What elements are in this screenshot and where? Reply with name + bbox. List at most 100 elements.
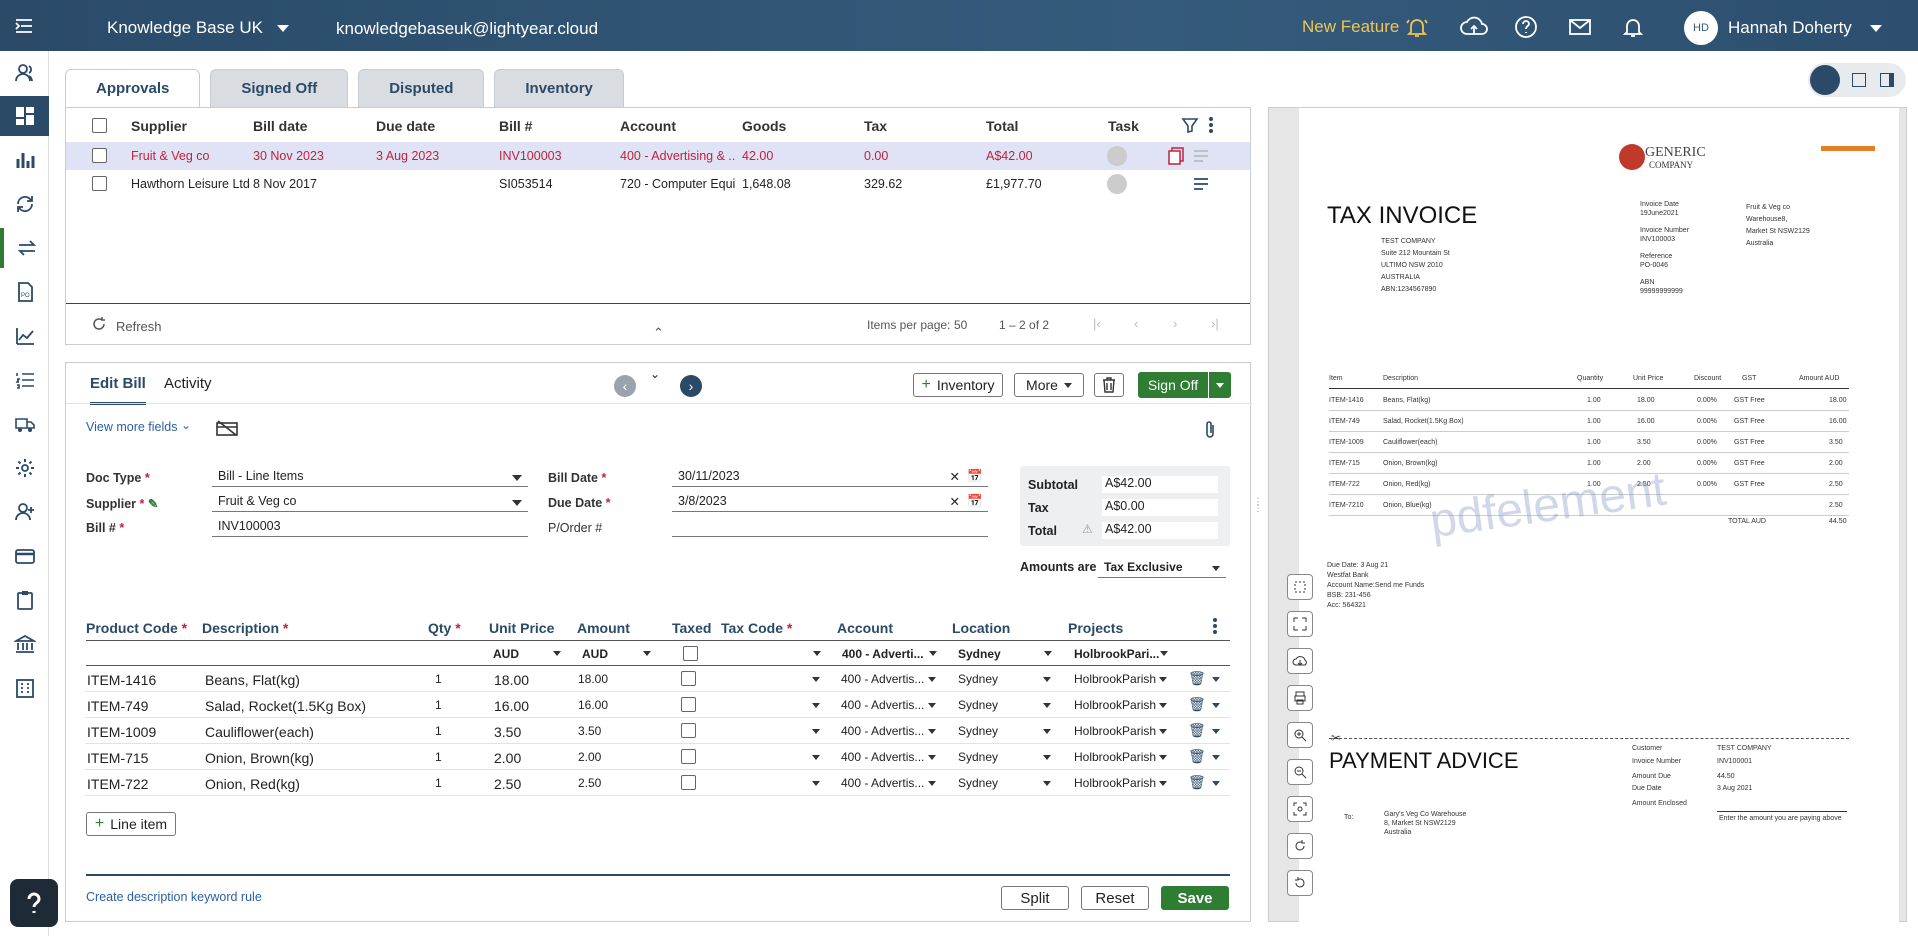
sidebar-item-settings[interactable] xyxy=(0,448,49,488)
calendar-icon[interactable]: 📅 xyxy=(967,469,983,483)
line-item-row[interactable]: ITEM-749 Salad, Rocket(1.5Kg Box) 1 16.0… xyxy=(85,692,1230,718)
sidebar-item-dashboard[interactable] xyxy=(0,96,49,136)
tab-edit-bill[interactable]: Edit Bill xyxy=(90,375,146,405)
cell-qty[interactable]: 1 xyxy=(435,750,442,764)
tab-inventory[interactable]: Inventory xyxy=(494,69,624,107)
sidebar-item-analytics[interactable] xyxy=(0,316,49,356)
cell-account[interactable]: 400 - Advertis... xyxy=(841,698,925,712)
sidebar-item-reports[interactable] xyxy=(0,140,49,180)
rotate-left-icon[interactable] xyxy=(1287,870,1313,896)
cell-qty[interactable]: 1 xyxy=(435,776,442,790)
sidebar-item-clipboard[interactable] xyxy=(0,580,49,620)
amount-currency-select[interactable]: AUD xyxy=(582,647,608,661)
tax-code-chevron[interactable] xyxy=(812,703,820,708)
taxed-all-checkbox[interactable] xyxy=(683,646,698,661)
cell-desc[interactable]: Salad, Rocket(1.5Kg Box) xyxy=(205,698,367,714)
location-default-select[interactable]: Sydney xyxy=(958,647,1001,661)
single-view-icon[interactable] xyxy=(1852,73,1866,87)
doc-type-select[interactable]: Bill - Line Items xyxy=(212,469,528,487)
col-supplier[interactable]: Supplier xyxy=(131,118,188,134)
col-due-date[interactable]: Due date xyxy=(376,118,436,134)
cell-code[interactable]: ITEM-715 xyxy=(87,750,149,766)
cell-unit-price[interactable]: 16.00 xyxy=(494,698,530,714)
cell-desc[interactable]: Onion, Brown(kg) xyxy=(205,750,314,766)
row-checkbox[interactable] xyxy=(92,176,107,191)
more-vert-icon[interactable] xyxy=(1208,116,1214,134)
sidebar-item-transfers[interactable] xyxy=(0,228,49,268)
cell-desc[interactable]: Onion, Red(kg) xyxy=(205,776,300,792)
clear-icon[interactable]: ✕ xyxy=(949,495,960,509)
trash-icon[interactable]: 🗑 xyxy=(1188,774,1206,790)
cell-location[interactable]: Sydney xyxy=(958,672,999,686)
tax-code-chevron[interactable] xyxy=(812,781,820,786)
help-icon[interactable] xyxy=(1513,14,1539,40)
user-menu[interactable]: HD Hannah Doherty xyxy=(1684,11,1882,45)
items-per-page-select[interactable]: 50 xyxy=(954,318,968,332)
more-button[interactable]: More xyxy=(1014,373,1084,397)
save-button[interactable]: Save xyxy=(1161,886,1229,910)
trash-icon[interactable]: 🗑 xyxy=(1188,748,1206,764)
view-more-fields-link[interactable]: View more fields xyxy=(86,420,178,434)
account-default-select[interactable]: 400 - Adverti... xyxy=(842,647,924,661)
refresh-icon[interactable] xyxy=(91,316,107,332)
cell-desc[interactable]: Cauliflower(each) xyxy=(205,724,314,740)
trash-icon[interactable]: 🗑 xyxy=(1188,696,1206,712)
cell-code[interactable]: ITEM-722 xyxy=(87,776,149,792)
sidebar-item-contacts[interactable] xyxy=(0,53,49,93)
row-expand-chevron[interactable] xyxy=(1212,755,1220,760)
cell-account[interactable]: 400 - Advertis... xyxy=(841,750,925,764)
cell-account[interactable]: 400 - Advertis... xyxy=(841,724,925,738)
cell-project[interactable]: HolbrookParish xyxy=(1074,698,1157,712)
cell-qty[interactable]: 1 xyxy=(435,672,442,686)
tax-code-chevron[interactable] xyxy=(812,729,820,734)
col-tax[interactable]: Tax xyxy=(864,118,888,134)
fit-page-icon[interactable] xyxy=(1287,796,1313,822)
row-expand-chevron[interactable] xyxy=(1212,677,1220,682)
tab-activity[interactable]: Activity xyxy=(164,375,212,392)
tab-signed-off[interactable]: Signed Off xyxy=(210,69,349,107)
assignee-avatar[interactable] xyxy=(1107,146,1127,166)
sign-off-button[interactable]: Sign Off xyxy=(1138,372,1208,398)
split-button[interactable]: Split xyxy=(1001,886,1069,910)
help-button[interactable] xyxy=(10,879,58,927)
taxed-checkbox[interactable] xyxy=(681,697,696,712)
cell-account[interactable]: 400 - Advertis... xyxy=(841,672,925,686)
row-expand-chevron[interactable] xyxy=(1212,703,1220,708)
supplier-select[interactable]: Fruit & Veg co xyxy=(212,494,528,512)
next-bill-icon[interactable]: › xyxy=(680,375,702,397)
notifications-icon[interactable] xyxy=(1620,14,1646,40)
print-icon[interactable] xyxy=(1287,685,1313,711)
line-item-row[interactable]: ITEM-715 Onion, Brown(kg) 1 2.00 2.00 40… xyxy=(85,744,1230,770)
col-goods[interactable]: Goods xyxy=(742,118,787,134)
no-card-icon[interactable] xyxy=(216,420,238,436)
sidebar-item-delivery[interactable] xyxy=(0,404,49,444)
line-item-row[interactable]: ITEM-1416 Beans, Flat(kg) 1 18.00 18.00 … xyxy=(85,666,1230,692)
edit-pencil-icon[interactable]: ✎ xyxy=(147,497,159,511)
cell-amount[interactable]: 18.00 xyxy=(578,672,609,686)
inventory-button[interactable]: + Inventory xyxy=(913,373,1003,397)
cell-qty[interactable]: 1 xyxy=(435,724,442,738)
cell-location[interactable]: Sydney xyxy=(958,698,999,712)
prev-page-icon[interactable]: ‹ xyxy=(1134,316,1139,331)
menu-collapse-icon[interactable] xyxy=(14,18,34,34)
sidebar-item-organisation[interactable] xyxy=(0,668,49,708)
copy-icon[interactable] xyxy=(1168,147,1184,165)
cell-amount[interactable]: 3.50 xyxy=(578,724,602,738)
cloud-download-icon[interactable] xyxy=(1287,648,1313,674)
col-task[interactable]: Task xyxy=(1108,118,1139,134)
cell-location[interactable]: Sydney xyxy=(958,724,999,738)
calendar-icon[interactable]: 📅 xyxy=(967,494,983,508)
add-line-item-button[interactable]: + Line item xyxy=(86,812,176,836)
line-item-row[interactable]: ITEM-722 Onion, Red(kg) 1 2.50 2.50 400 … xyxy=(85,770,1230,796)
sidebar-item-sync[interactable] xyxy=(0,184,49,224)
notes-icon[interactable] xyxy=(1193,149,1209,163)
unit-currency-select[interactable]: AUD xyxy=(493,647,519,661)
sidebar-item-add-user[interactable] xyxy=(0,492,49,532)
tax-code-chevron[interactable] xyxy=(812,677,820,682)
taxed-checkbox[interactable] xyxy=(681,775,696,790)
cell-unit-price[interactable]: 3.50 xyxy=(494,724,522,740)
assignee-avatar[interactable] xyxy=(1107,174,1127,194)
cell-project[interactable]: HolbrookParish xyxy=(1074,724,1157,738)
tab-disputed[interactable]: Disputed xyxy=(358,69,485,107)
cell-unit-price[interactable]: 2.50 xyxy=(494,776,522,792)
